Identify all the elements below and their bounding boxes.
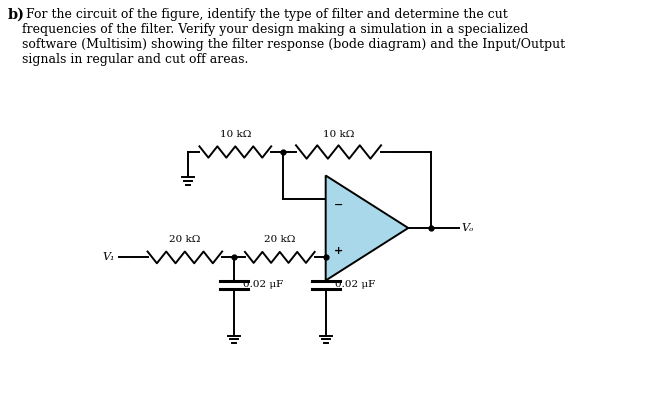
Text: 20 kΩ: 20 kΩ: [169, 235, 200, 244]
Text: −: −: [334, 200, 343, 210]
Text: 0.02 μF: 0.02 μF: [335, 280, 375, 289]
Text: 0.02 μF: 0.02 μF: [243, 280, 284, 289]
Text: b): b): [7, 8, 24, 22]
Text: 20 kΩ: 20 kΩ: [264, 235, 295, 244]
Text: Vₒ: Vₒ: [462, 223, 474, 233]
Text: +: +: [334, 246, 343, 256]
Text: 10 kΩ: 10 kΩ: [219, 130, 251, 139]
Text: V₁: V₁: [102, 252, 115, 262]
Text: For the circuit of the figure, identify the type of filter and determine the cut: For the circuit of the figure, identify …: [22, 8, 565, 66]
Polygon shape: [326, 175, 408, 280]
Text: 10 kΩ: 10 kΩ: [323, 130, 354, 139]
